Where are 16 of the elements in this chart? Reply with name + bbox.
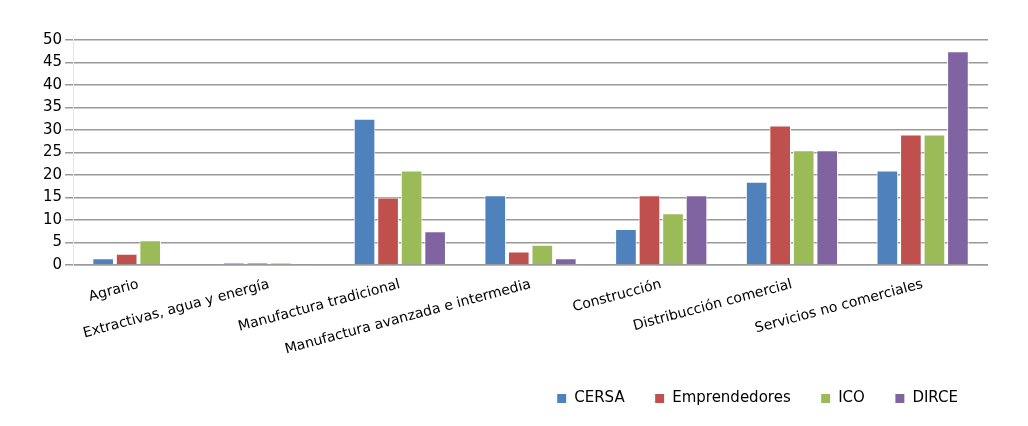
y-tick-label: 5 — [52, 232, 63, 251]
y-tick-label: 35 — [42, 97, 63, 116]
y-tick-label: 40 — [42, 74, 63, 93]
y-tick-label: 10 — [42, 209, 63, 228]
y-tick-label: 20 — [42, 164, 63, 183]
y-tick-label: 50 — [42, 29, 63, 48]
y-tick-label: 0 — [52, 254, 63, 273]
legend-label: DIRCE — [912, 388, 959, 407]
legend-label: ICO — [838, 388, 865, 407]
x-tick-label: Agrario — [86, 275, 141, 304]
legend-label: Emprendedores — [672, 388, 791, 407]
y-tick-label: 30 — [42, 119, 63, 138]
y-tick-label: 45 — [42, 52, 63, 71]
legend-label: CERSA — [574, 388, 626, 407]
y-tick-label: 25 — [42, 142, 63, 161]
y-tick-label: 15 — [42, 187, 63, 206]
